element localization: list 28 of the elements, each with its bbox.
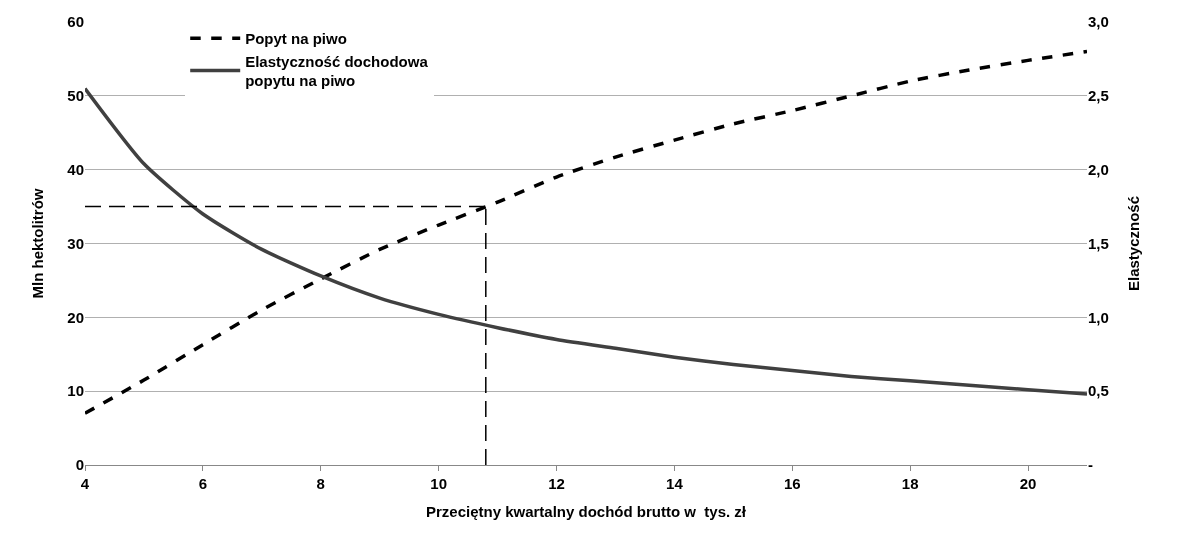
y2-tick-label: 1,0	[1088, 308, 1109, 326]
y2-tick-label: 2,5	[1088, 87, 1109, 105]
legend-label: Popyt na piwo	[245, 30, 347, 48]
y-tick-label: 30	[67, 234, 84, 252]
x-tick-label: 14	[666, 475, 684, 492]
y-tick-label: 10	[67, 382, 84, 400]
y-tick-label: 50	[67, 87, 84, 105]
x-tick-label: 20	[1019, 475, 1037, 492]
x-tick-label: 8	[316, 475, 325, 492]
x-tick-label: 4	[80, 475, 90, 492]
y2-tick-label: -	[1088, 456, 1093, 474]
x-tick-label: 12	[548, 475, 565, 492]
x-axis-title: Przeciętny kwartalny dochód brutto w tys. zł	[425, 503, 747, 520]
y2-tick-label: 0,5	[1088, 382, 1109, 400]
y-tick-label: 0	[75, 456, 84, 474]
y-tick-label: 20	[67, 308, 84, 326]
y-axis-title: Mln hektolitrów	[28, 188, 46, 299]
y-tick-label: 40	[67, 160, 84, 178]
x-tick-label: 10	[430, 475, 447, 492]
y2-axis-title: Elastyczność	[1124, 195, 1142, 292]
y2-tick-label: 3,0	[1088, 13, 1109, 31]
x-tick-label: 6	[198, 475, 208, 492]
legend-label: Elastyczność dochodowa popytu na piwo	[245, 52, 429, 90]
y2-tick-label: 1,5	[1088, 234, 1109, 252]
y2-tick-label: 2,0	[1088, 160, 1109, 178]
y-tick-label: 60	[67, 13, 84, 31]
x-tick-label: 16	[783, 475, 801, 492]
x-tick-label: 18	[901, 475, 919, 492]
